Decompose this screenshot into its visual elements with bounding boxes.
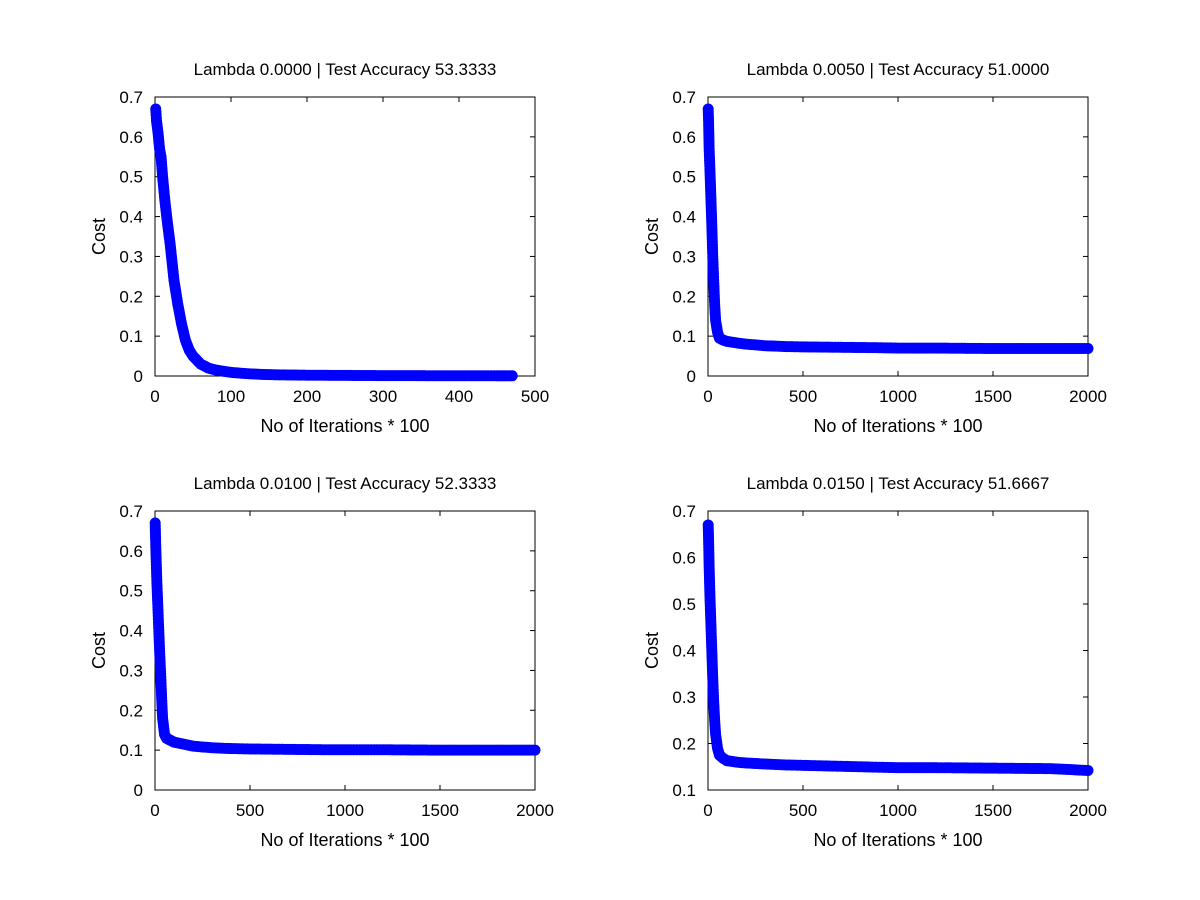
y-tick-label: 0.7	[119, 88, 143, 107]
y-tick-label: 0.3	[119, 661, 143, 680]
x-axis-label: No of Iterations * 100	[813, 830, 982, 850]
subplot-title: Lambda 0.0000 | Test Accuracy 53.3333	[194, 60, 497, 79]
x-tick-label: 1500	[421, 801, 459, 820]
y-axis-label: Cost	[642, 632, 662, 669]
x-tick-label: 100	[217, 387, 245, 406]
subplot-4: Lambda 0.0150 | Test Accuracy 51.6667 0 50…	[642, 474, 1107, 850]
x-tick-label: 1000	[326, 801, 364, 820]
axes-frame	[154, 96, 536, 377]
x-tick-label: 0	[150, 801, 159, 820]
y-tick-label: 0.6	[119, 128, 143, 147]
y-tick-label: 0.5	[119, 582, 143, 601]
x-tick-label: 500	[236, 801, 264, 820]
y-tick-label: 0	[134, 781, 143, 800]
y-tick-label: 0.4	[672, 208, 696, 227]
data-point	[529, 744, 541, 756]
subplot-title: Lambda 0.0100 | Test Accuracy 52.3333	[194, 474, 497, 493]
y-tick-label: 0.4	[119, 622, 143, 641]
series-line	[154, 522, 535, 751]
y-tick-label: 0.6	[119, 542, 143, 561]
y-tick-label: 0.2	[672, 287, 696, 306]
data-point	[1082, 764, 1094, 776]
y-tick-label: 0.1	[672, 327, 696, 346]
subplot-title: Lambda 0.0050 | Test Accuracy 51.0000	[747, 60, 1050, 79]
series-markers	[702, 103, 1094, 354]
x-tick-label: 2000	[1069, 801, 1107, 820]
x-tick-label: 500	[789, 801, 817, 820]
subplot-title: Lambda 0.0150 | Test Accuracy 51.6667	[747, 474, 1050, 493]
y-tick-label: 0.2	[672, 735, 696, 754]
x-tick-label: 2000	[1069, 387, 1107, 406]
subplot-1: Lambda 0.0000 | Test Accuracy 53.3333 0 10…	[89, 60, 549, 436]
axes-frame	[707, 96, 1089, 377]
subplot-2: Lambda 0.0050 | Test Accuracy 51.0000 0 50…	[642, 60, 1107, 436]
x-tick-label: 0	[703, 387, 712, 406]
y-tick-label: 0.3	[672, 247, 696, 266]
data-point	[506, 370, 518, 382]
y-tick-label: 0	[134, 367, 143, 386]
y-tick-label: 0.3	[119, 247, 143, 266]
x-tick-label: 1500	[974, 801, 1012, 820]
y-tick-label: 0.7	[672, 502, 696, 521]
y-tick-label: 0.4	[672, 642, 696, 661]
y-tick-label: 0.2	[119, 287, 143, 306]
x-tick-label: 500	[789, 387, 817, 406]
x-tick-label: 2000	[516, 801, 554, 820]
x-tick-label: 0	[150, 387, 159, 406]
axes-frame	[707, 510, 1089, 791]
series-line	[707, 108, 1088, 350]
subplot-3: Lambda 0.0100 | Test Accuracy 52.3333 0 50…	[89, 474, 554, 850]
y-axis-label: Cost	[89, 218, 109, 255]
x-tick-label: 500	[521, 387, 549, 406]
x-axis-label: No of Iterations * 100	[260, 830, 429, 850]
series-markers	[702, 519, 1094, 776]
x-tick-label: 0	[703, 801, 712, 820]
x-tick-label: 300	[369, 387, 397, 406]
y-tick-label: 0	[687, 367, 696, 386]
series-markers	[150, 103, 518, 382]
y-tick-label: 0.3	[672, 688, 696, 707]
y-tick-label: 0.6	[672, 128, 696, 147]
y-tick-label: 0.2	[119, 701, 143, 720]
y-tick-label: 0.7	[672, 88, 696, 107]
x-tick-label: 200	[293, 387, 321, 406]
series-line	[155, 108, 513, 377]
x-axis-label: No of Iterations * 100	[813, 416, 982, 436]
y-axis-label: Cost	[89, 632, 109, 669]
x-tick-label: 1000	[879, 387, 917, 406]
y-tick-label: 0.1	[672, 781, 696, 800]
series-line	[707, 524, 1089, 772]
y-tick-label: 0.1	[119, 741, 143, 760]
y-tick-label: 0.5	[672, 595, 696, 614]
x-axis-label: No of Iterations * 100	[260, 416, 429, 436]
y-tick-label: 0.1	[119, 327, 143, 346]
x-tick-label: 1000	[879, 801, 917, 820]
y-tick-label: 0.4	[119, 208, 143, 227]
y-tick-label: 0.5	[119, 168, 143, 187]
series-markers	[149, 517, 541, 756]
y-tick-label: 0.7	[119, 502, 143, 521]
y-tick-label: 0.6	[672, 549, 696, 568]
data-point	[1082, 342, 1094, 354]
x-tick-label: 400	[445, 387, 473, 406]
y-tick-label: 0.5	[672, 168, 696, 187]
y-axis-label: Cost	[642, 218, 662, 255]
x-tick-label: 1500	[974, 387, 1012, 406]
